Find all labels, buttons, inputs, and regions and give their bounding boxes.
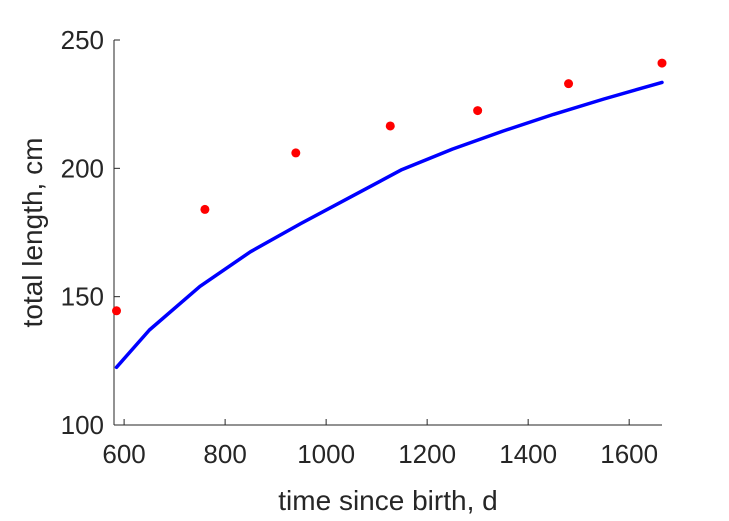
x-tick-label: 1600: [600, 439, 658, 469]
y-tick-label: 200: [61, 153, 104, 183]
x-tick-label: 1200: [398, 439, 456, 469]
y-axis-label: total length, cm: [17, 138, 48, 328]
data-point: [564, 79, 574, 89]
data-point: [473, 106, 483, 116]
series-layer: [112, 58, 667, 370]
x-axis-label: time since birth, d: [278, 485, 497, 516]
x-tick-label: 800: [203, 439, 246, 469]
fit-curve-line: [114, 80, 664, 370]
axes: [113, 40, 662, 426]
data-point: [657, 58, 667, 68]
data-point: [112, 306, 122, 316]
y-tick-label: 250: [61, 25, 104, 55]
ticks: 600 800 1000 1200 1400 1600 100 150 200 250: [61, 25, 658, 469]
data-point: [291, 148, 301, 158]
x-tick-label: 600: [102, 439, 145, 469]
x-tick-label: 1000: [297, 439, 355, 469]
y-tick-label: 100: [61, 410, 104, 440]
data-point: [200, 204, 210, 214]
data-point: [385, 121, 395, 131]
y-tick-label: 150: [61, 282, 104, 312]
x-tick-label: 1400: [499, 439, 557, 469]
